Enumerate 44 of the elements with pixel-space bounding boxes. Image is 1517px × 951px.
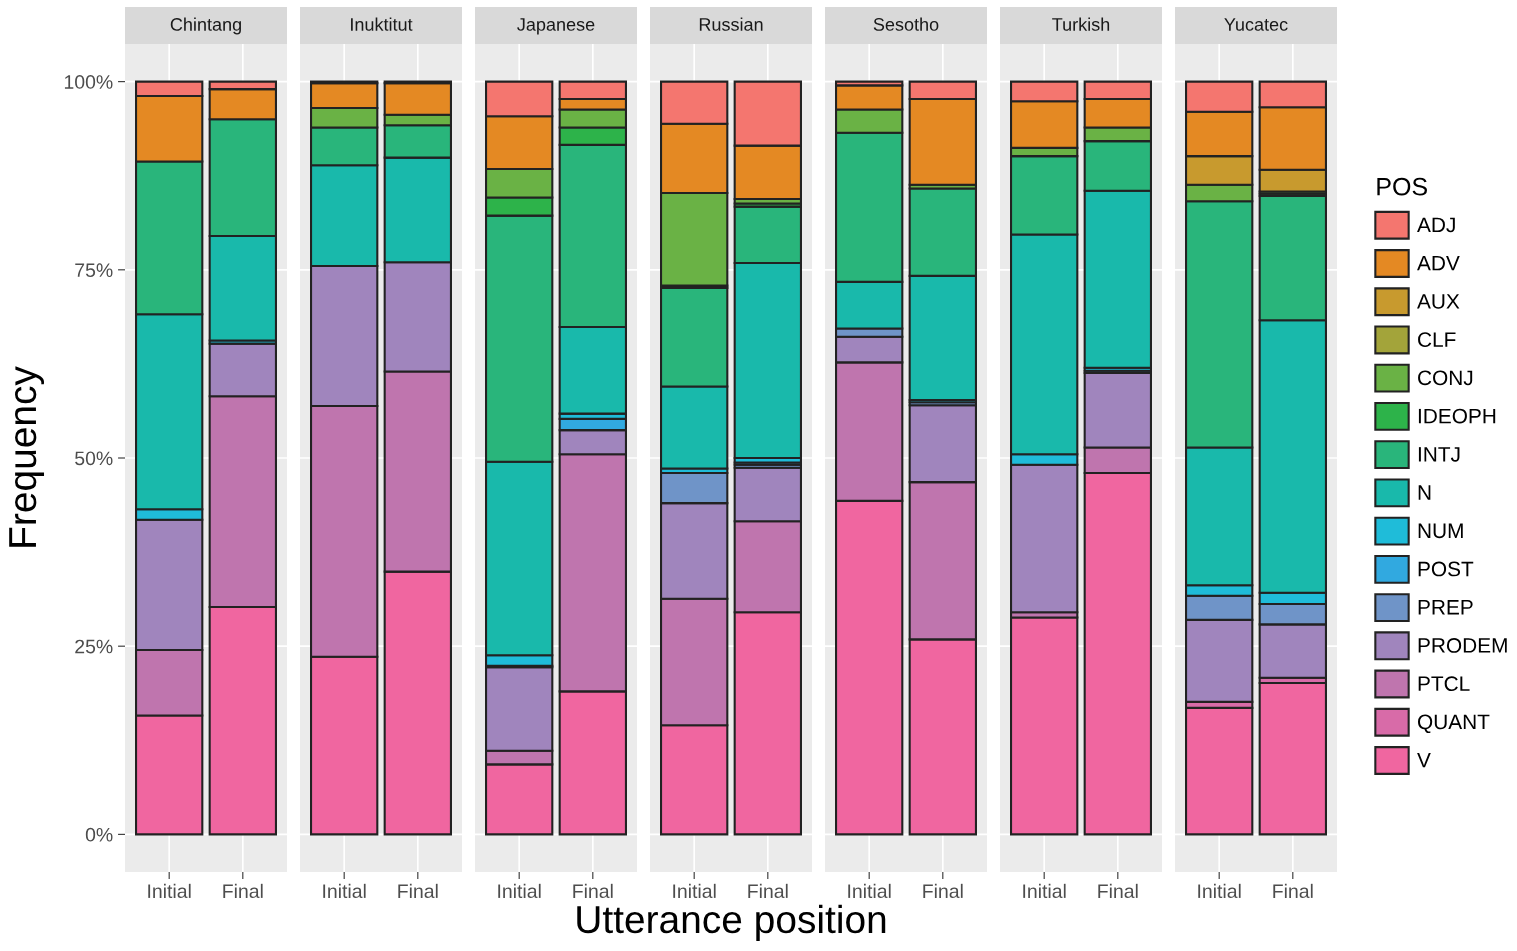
- x-tick-label: Final: [573, 883, 613, 899]
- y-tick-label: 100%: [64, 75, 113, 89]
- y-tick-label: 75%: [75, 263, 113, 278]
- x-tick-label: Final: [398, 883, 438, 899]
- x-tick-label: Final: [223, 883, 263, 899]
- x-tick-label: Initial: [148, 883, 191, 899]
- x-tick-label: Initial: [673, 883, 716, 899]
- y-tick-label: 25%: [75, 639, 113, 654]
- x-axis-title: Utterance position: [577, 904, 886, 941]
- x-tick-label: Initial: [1023, 883, 1066, 899]
- y-tick-label: 50%: [75, 451, 113, 466]
- x-tick-label: Initial: [848, 883, 891, 899]
- legend-title: POS: [1377, 177, 1427, 196]
- legend-label: CONJ: [1418, 370, 1473, 386]
- chart-title: Turkish: [1052, 17, 1110, 31]
- legend-label: ADJ: [1417, 217, 1455, 233]
- legend-label: N: [1418, 485, 1431, 500]
- x-tick-label: Initial: [1198, 883, 1241, 899]
- legend-label: PRODEM: [1418, 638, 1507, 653]
- legend-label: PTCL: [1418, 676, 1470, 692]
- legend-label: INTJ: [1418, 447, 1460, 462]
- legend-label: AUX: [1417, 294, 1460, 309]
- x-tick-label: Initial: [323, 883, 366, 899]
- y-tick-label: 0%: [85, 827, 113, 842]
- y-axis-title: Frequency: [9, 366, 45, 547]
- legend-label: QUANT: [1417, 714, 1490, 734]
- chart-title: Chintang: [170, 17, 241, 35]
- x-tick-label: Final: [748, 883, 788, 899]
- legend-label: CLF: [1418, 332, 1456, 347]
- legend-label: ADV: [1417, 256, 1460, 271]
- legend-label: PREP: [1418, 600, 1473, 615]
- chart-title: Sesotho: [873, 17, 939, 31]
- legend-label: V: [1417, 752, 1431, 768]
- legend-label: POST: [1418, 561, 1474, 577]
- x-tick-label: Final: [923, 883, 963, 899]
- x-tick-label: Final: [1098, 883, 1138, 899]
- x-tick-label: Initial: [498, 883, 541, 899]
- chart-title: Inuktitut: [351, 17, 413, 31]
- legend-label: IDEOPH: [1418, 408, 1496, 424]
- chart-title: Yucatec: [1224, 18, 1288, 31]
- x-tick-label: Final: [1273, 883, 1313, 899]
- legend-label: NUM: [1418, 523, 1463, 539]
- chart-title: Russian: [699, 17, 763, 31]
- chart-title: Japanese: [517, 18, 595, 35]
